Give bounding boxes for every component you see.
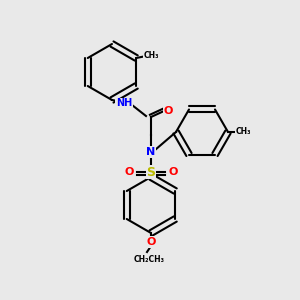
- Text: S: S: [146, 166, 155, 178]
- Text: CH₃: CH₃: [143, 50, 159, 59]
- Text: CH₃: CH₃: [235, 128, 251, 136]
- Text: CH₂CH₃: CH₂CH₃: [134, 254, 164, 263]
- Text: O: O: [163, 106, 173, 116]
- Text: N: N: [146, 147, 156, 157]
- Text: O: O: [168, 167, 178, 177]
- Text: NH: NH: [116, 98, 132, 108]
- Text: O: O: [146, 237, 156, 247]
- Text: O: O: [124, 167, 134, 177]
